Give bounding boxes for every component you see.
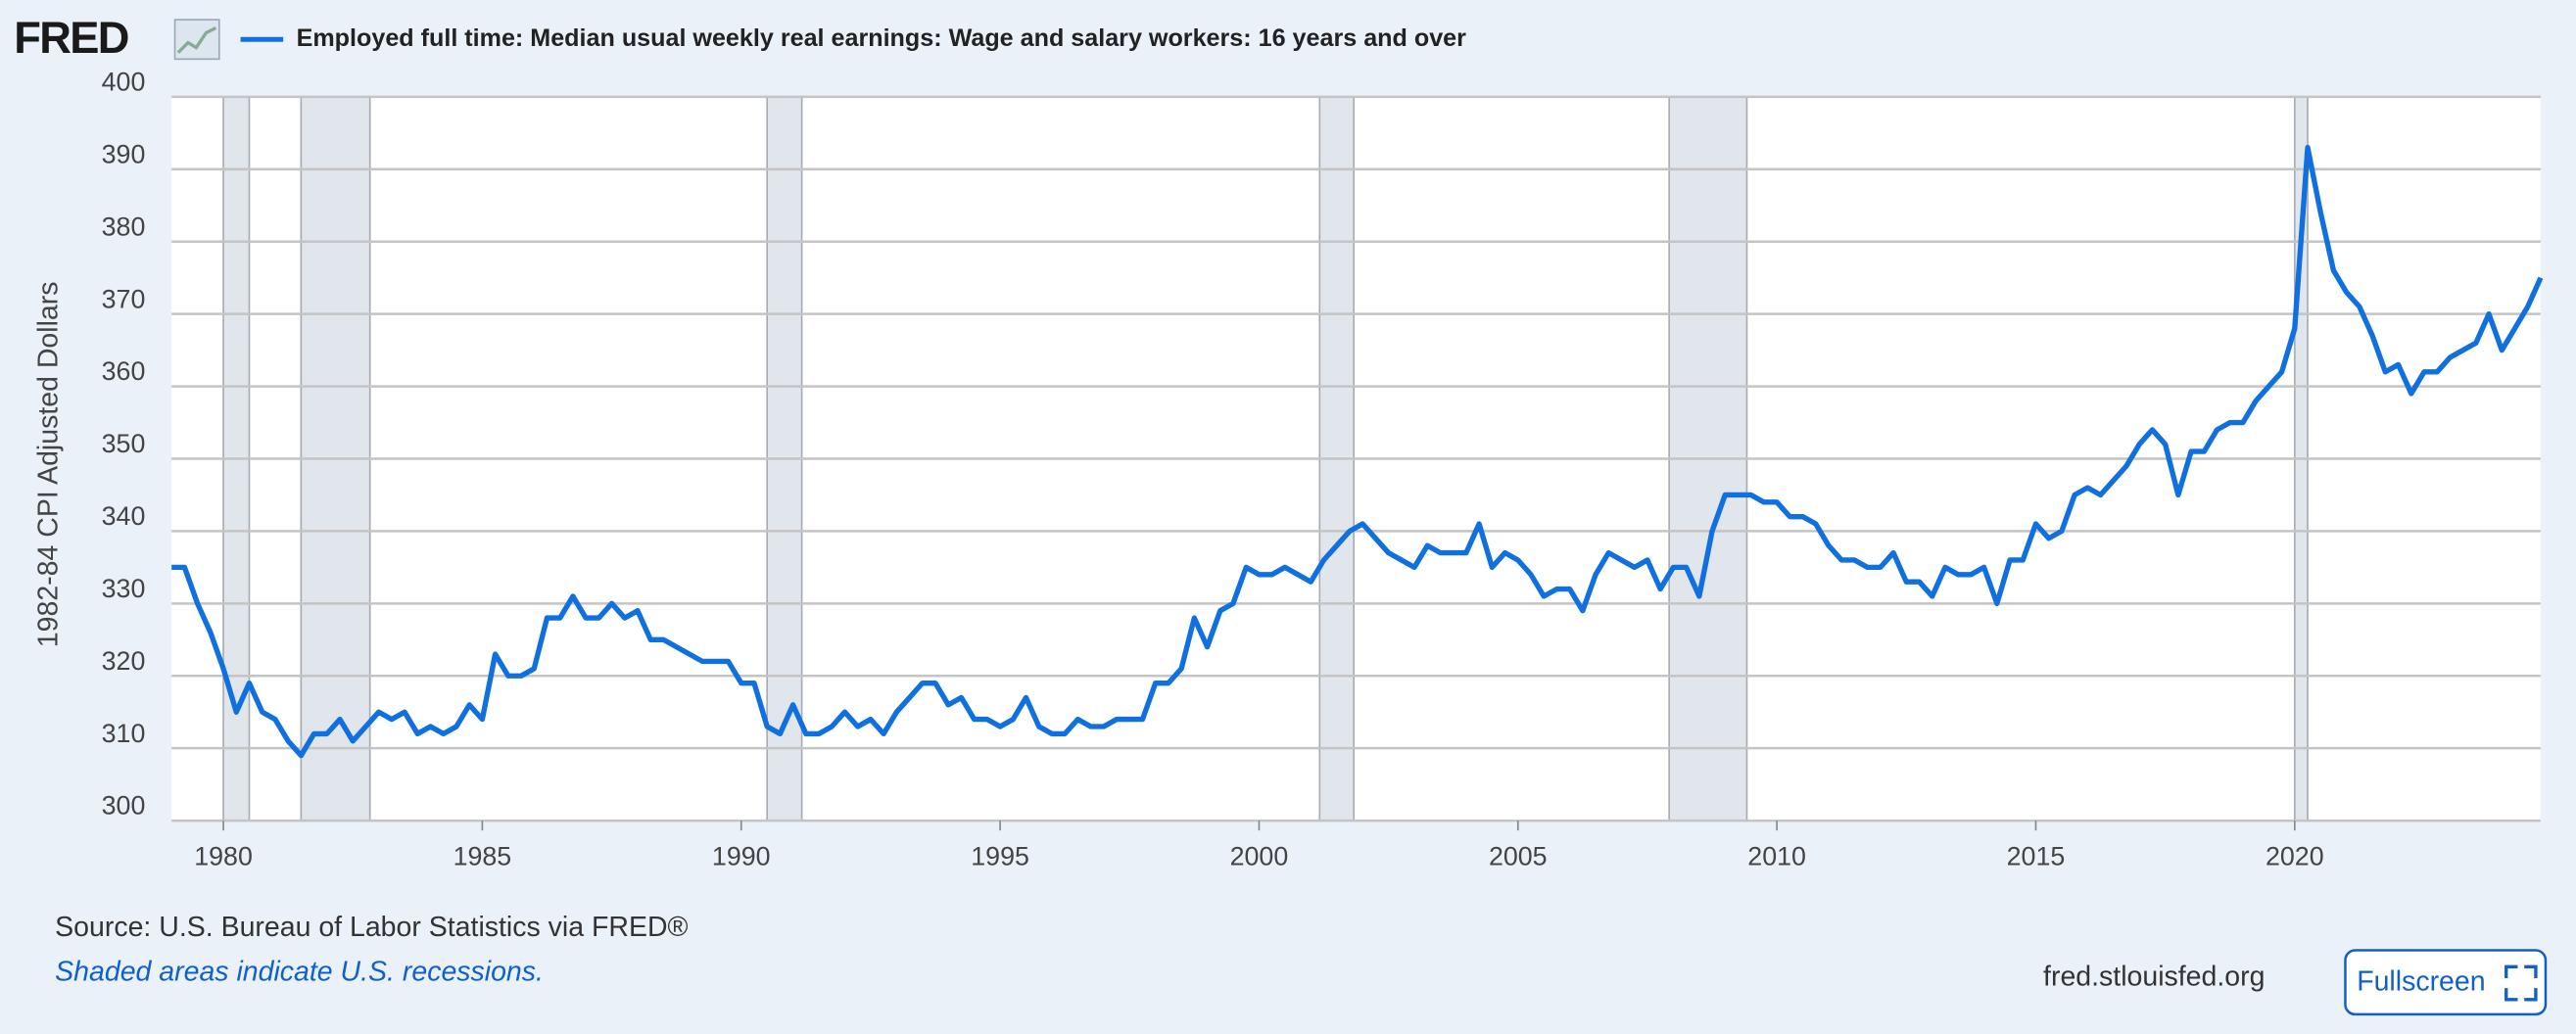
- logo-icon: [173, 19, 220, 61]
- recession-note: Shaded areas indicate U.S. recessions.: [55, 957, 544, 988]
- x-tick-label: 2010: [1747, 842, 1806, 871]
- y-tick-label: 330: [102, 574, 146, 603]
- x-tick-label: 2015: [2007, 842, 2066, 871]
- y-axis-label: 1982-84 CPI Adjusted Dollars: [33, 282, 65, 648]
- x-tick-label: 1990: [712, 842, 771, 871]
- button-icon[interactable]: [2504, 964, 2538, 1002]
- source: Source: U.S. Bureau of Labor Statistics …: [55, 912, 688, 943]
- site: fred.stlouisfed.org: [2043, 962, 2265, 993]
- y-tick-label: 400: [102, 68, 146, 97]
- x-tick-label: 1985: [453, 842, 512, 871]
- y-tick-label: 370: [102, 284, 146, 313]
- y-tick-label: 350: [102, 429, 146, 458]
- legend-label: Employed full time: Median usual weekly …: [297, 24, 1467, 52]
- y-tick-label: 320: [102, 646, 146, 676]
- y-tick-label: 300: [102, 791, 146, 821]
- y-tick-label: 390: [102, 139, 146, 168]
- fullscreen-button[interactable]: Fullscreen: [2344, 949, 2548, 1016]
- y-tick-label: 340: [102, 501, 146, 531]
- x-tick-label: 1980: [194, 842, 253, 871]
- x-tick-label: 1995: [971, 842, 1029, 871]
- series-line: [171, 144, 2544, 759]
- button-frame[interactable]: [2344, 949, 2548, 1016]
- y-tick-label: 310: [102, 719, 146, 748]
- x-tick-label: 2000: [1230, 842, 1289, 871]
- x-tick-label: 2005: [1489, 842, 1548, 871]
- x-tick-label: 2020: [2266, 842, 2324, 871]
- button-label[interactable]: Fullscreen: [2357, 966, 2485, 998]
- logo: FRED: [14, 13, 127, 63]
- y-tick-label: 360: [102, 356, 146, 386]
- y-tick-label: 380: [102, 212, 146, 241]
